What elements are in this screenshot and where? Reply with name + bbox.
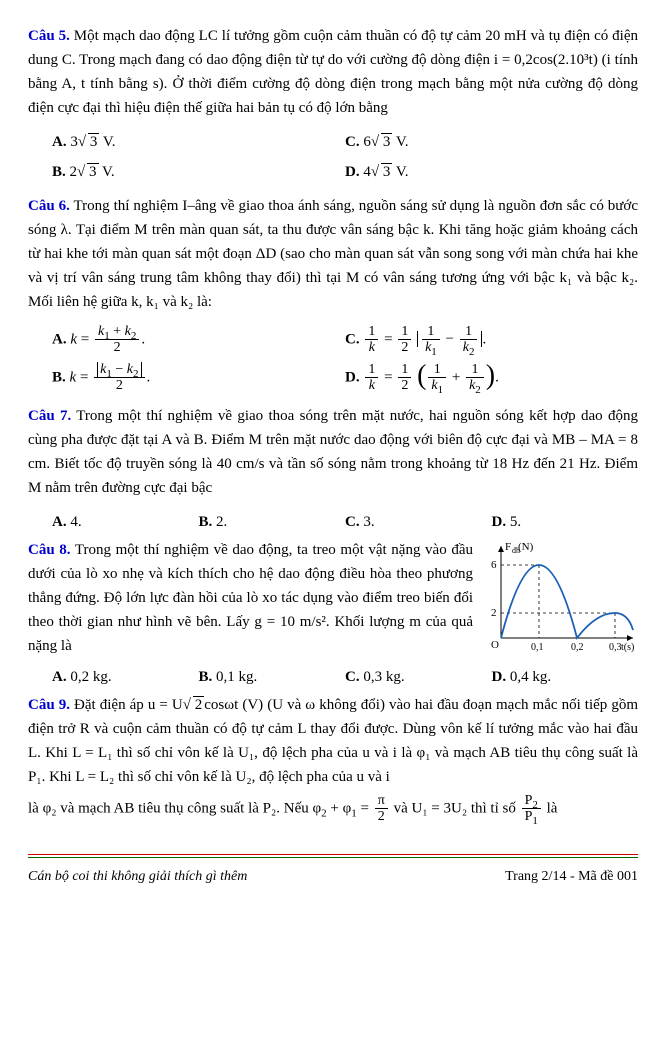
q8-options: A. 0,2 kg. B. 0,1 kg. C. 0,3 kg. D. 0,4 … [52,665,638,689]
q5-opt-d: D. 43 V. [345,160,638,184]
q8-opt-a: A. 0,2 kg. [52,665,199,689]
q5-opt-a: A. 33 V. [52,130,345,154]
q7-opt-b: B. 2. [199,510,346,534]
footer-left: Cán bộ coi thi không giải thích gì thêm [28,866,247,888]
q6-text: Trong thí nghiệm I–âng về giao thoa ánh … [28,198,638,310]
q7-options: A. 4. B. 2. C. 3. D. 5. [52,510,638,534]
q8-graph: 6 2 0,1 0,2 0,3 O F đh (N) t(s) [483,538,638,661]
q6-opt-b: B. k = k1 − k22. [52,362,345,394]
svg-text:F: F [505,541,511,553]
svg-text:(N): (N) [518,541,534,553]
q7-opt-a: A. 4. [52,510,199,534]
q9-text-a: Đặt điện áp u = U [74,697,183,713]
question-8-wrap: Câu 8. Trong một thí nghiệm về dao động,… [28,538,638,661]
q5-text: Một mạch dao động LC lí tưởng gồm cuộn c… [28,28,638,116]
q6-label: Câu 6. [28,198,70,214]
question-6: Câu 6. Trong thí nghiệm I–âng về giao th… [28,194,638,314]
q9-text-e: là [547,800,558,816]
q5-label: Câu 5. [28,28,70,44]
q5-opt-b: B. 23 V. [52,160,345,184]
q7-label: Câu 7. [28,408,71,424]
footer: Cán bộ coi thi không giải thích gì thêm … [28,866,638,888]
q9-text-c: là φ₂ và mạch AB tiêu thụ công suất là P… [28,800,312,816]
q6-opt-d: D. 1k = 12 (1k1 + 1k2). [345,362,638,394]
q7-opt-c: C. 3. [345,510,492,534]
question-9: Câu 9. Đặt điện áp u = U2cosωt (V) (U và… [28,693,638,789]
q9-label: Câu 9. [28,697,70,713]
svg-text:6: 6 [491,559,497,571]
svg-text:0,3: 0,3 [609,642,622,653]
q8-opt-d: D. 0,4 kg. [492,665,639,689]
q6-opt-c: C. 1k = 12 1k1 − 1k2. [345,324,638,356]
q9-text-d: và U₁ = 3U₂ thì tỉ số [394,800,520,816]
question-7: Câu 7. Trong một thí nghiệm về giao thoa… [28,404,638,500]
q7-text: Trong một thí nghiệm về giao thoa sóng t… [28,408,638,496]
svg-text:2: 2 [491,607,497,619]
question-9b: là φ₂ và mạch AB tiêu thụ công suất là P… [28,793,638,825]
q5-opt-c: C. 63 V. [345,130,638,154]
q8-opt-c: C. 0,3 kg. [345,665,492,689]
svg-text:0,1: 0,1 [531,642,544,653]
q8-label: Câu 8. [28,542,71,558]
q7-opt-d: D. 5. [492,510,639,534]
question-5: Câu 5. Một mạch dao động LC lí tưởng gồm… [28,24,638,120]
q8-text: Trong một thí nghiệm về dao động, ta tre… [28,542,473,654]
q5-options: A. 33 V. C. 63 V. B. 23 V. D. 43 V. [52,130,638,190]
svg-text:0,2: 0,2 [571,642,584,653]
q6-opt-a: A. k = k1 + k22. [52,324,345,356]
footer-rule [28,854,638,858]
svg-text:O: O [491,639,499,651]
q6-options: A. k = k1 + k22. C. 1k = 12 1k1 − 1k2. B… [52,324,638,400]
q8-opt-b: B. 0,1 kg. [199,665,346,689]
svg-text:t(s): t(s) [621,642,634,653]
footer-right: Trang 2/14 - Mã đề 001 [505,866,638,888]
